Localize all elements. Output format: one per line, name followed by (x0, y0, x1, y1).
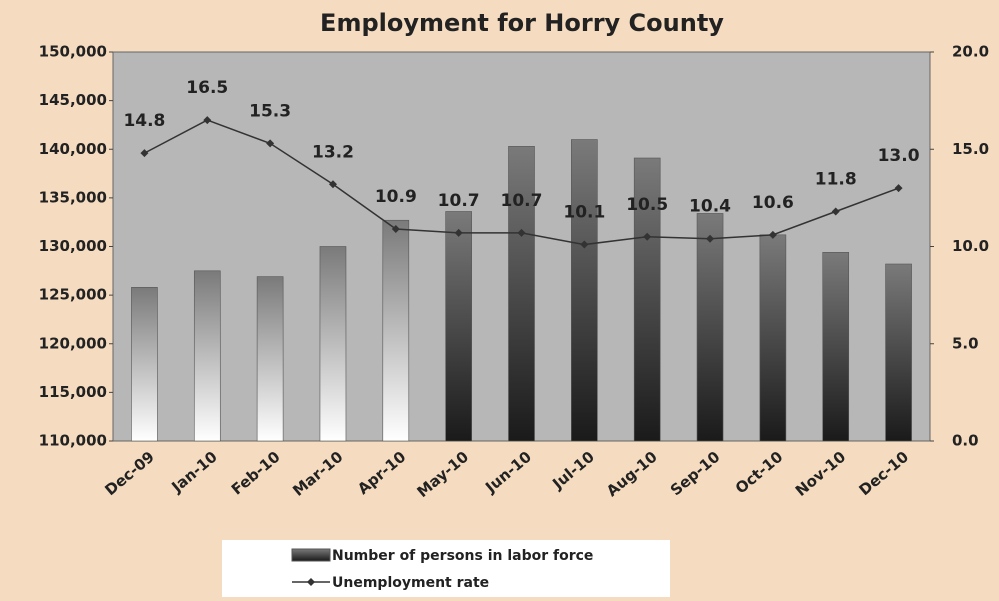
legend-label: Number of persons in labor force (332, 548, 593, 564)
y2-tick-label: 5.0 (952, 334, 979, 352)
point (580, 240, 589, 249)
point (266, 139, 275, 148)
bar (256, 276, 284, 442)
x-tick-label: Feb-10 (228, 448, 284, 499)
bar (193, 270, 221, 442)
data-label: 15.3 (249, 101, 291, 121)
data-label: 10.9 (375, 187, 417, 207)
legend-label: Unemployment rate (332, 575, 489, 591)
bar (696, 213, 724, 442)
data-label: 10.7 (438, 191, 480, 211)
y2-tick-label: 0.0 (952, 432, 979, 450)
legend-marker (307, 578, 315, 586)
data-label: 13.2 (312, 142, 354, 162)
point (706, 234, 715, 243)
x-tick-label: Mar-10 (289, 448, 346, 500)
chart-title: Employment for Horry County (320, 9, 724, 37)
data-label: 10.5 (626, 195, 668, 215)
point (831, 207, 840, 216)
x-tick-label: Jan-10 (167, 448, 220, 497)
x-tick-label: May-10 (413, 448, 472, 501)
legend-bar-swatch (291, 548, 331, 562)
y2-tick-label: 15.0 (952, 140, 989, 158)
point (517, 228, 526, 237)
y-tick-label: 135,000 (39, 188, 107, 206)
y-tick-label: 140,000 (39, 140, 107, 158)
y-tick-label: 110,000 (39, 432, 107, 450)
y2-tick-label: 20.0 (952, 43, 989, 61)
x-tick-label: Dec-10 (856, 448, 912, 499)
bar (508, 146, 535, 442)
data-label: 16.5 (186, 78, 228, 98)
bar (633, 157, 661, 442)
x-tick-label: Jul-10 (548, 448, 598, 494)
bar (445, 211, 472, 442)
y-tick-label: 125,000 (39, 286, 107, 304)
x-tick-label: Apr-10 (354, 448, 409, 498)
data-label: 13.0 (878, 146, 920, 166)
x-tick-label: Jun-10 (481, 448, 535, 497)
point (454, 228, 463, 237)
x-tick-label: Oct-10 (732, 448, 786, 498)
bar (382, 219, 410, 442)
point (140, 149, 149, 158)
data-label: 11.8 (815, 169, 857, 189)
point (391, 224, 400, 233)
point (768, 230, 777, 239)
x-tick-label: Aug-10 (603, 448, 661, 500)
y-tick-label: 130,000 (39, 237, 107, 255)
y-tick-label: 115,000 (39, 383, 107, 401)
data-label: 10.7 (501, 191, 543, 211)
y-tick-label: 145,000 (39, 91, 107, 109)
data-label: 14.8 (123, 111, 165, 131)
y-tick-label: 120,000 (39, 334, 107, 352)
x-tick-label: Sep-10 (667, 448, 724, 500)
data-label: 10.6 (752, 193, 794, 213)
bar (885, 263, 912, 442)
y-tick-label: 150,000 (39, 43, 107, 61)
x-tick-label: Dec-09 (101, 448, 157, 499)
bar (822, 252, 850, 442)
x-tick-label: Nov-10 (792, 448, 849, 500)
data-label: 10.4 (689, 197, 731, 217)
bar (131, 287, 158, 442)
bar (319, 246, 347, 442)
point (643, 232, 652, 241)
bar (571, 139, 598, 442)
bar (759, 234, 787, 442)
point (328, 180, 337, 189)
point (203, 116, 212, 125)
data-label: 10.1 (563, 203, 605, 223)
y2-tick-label: 10.0 (952, 237, 989, 255)
point (894, 184, 903, 193)
